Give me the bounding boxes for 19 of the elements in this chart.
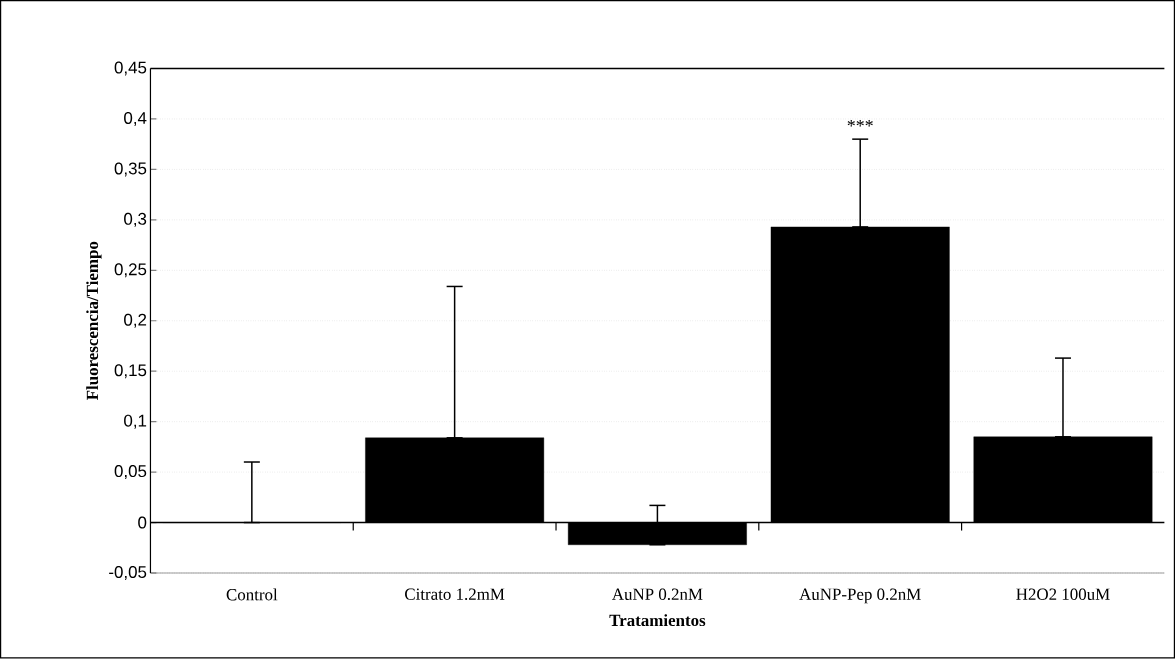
y-tick-label: 0,25 [114, 263, 147, 278]
x-tick-label: Citrato 1.2mM [405, 588, 505, 601]
y-axis-title: Fluorescencia/Tiempo [86, 242, 102, 401]
y-tick-label: 0,4 [124, 112, 147, 127]
x-tick-label: H2O2 100uM [1016, 588, 1110, 601]
x-tick-label: AuNP-Pep 0.2nM [799, 588, 921, 604]
y-tick-label: 0,2 [124, 314, 147, 328]
y-tick-label: 0 [138, 516, 147, 529]
y-tick-label: 0,3 [124, 213, 147, 228]
y-tick-label: 0,1 [124, 414, 147, 429]
annotation: *** [847, 120, 873, 127]
y-tick-label: 0,45 [114, 61, 147, 76]
x-axis-title: Tratamientos [609, 614, 706, 627]
y-tick-label: -0,05 [109, 566, 147, 581]
x-tick-label: Control [226, 588, 278, 601]
y-tick-label: 0,05 [114, 465, 147, 480]
y-tick-label: 0,15 [114, 364, 147, 379]
y-tick-label: 0,35 [114, 162, 147, 177]
x-tick-label: AuNP 0.2nM [611, 588, 703, 601]
